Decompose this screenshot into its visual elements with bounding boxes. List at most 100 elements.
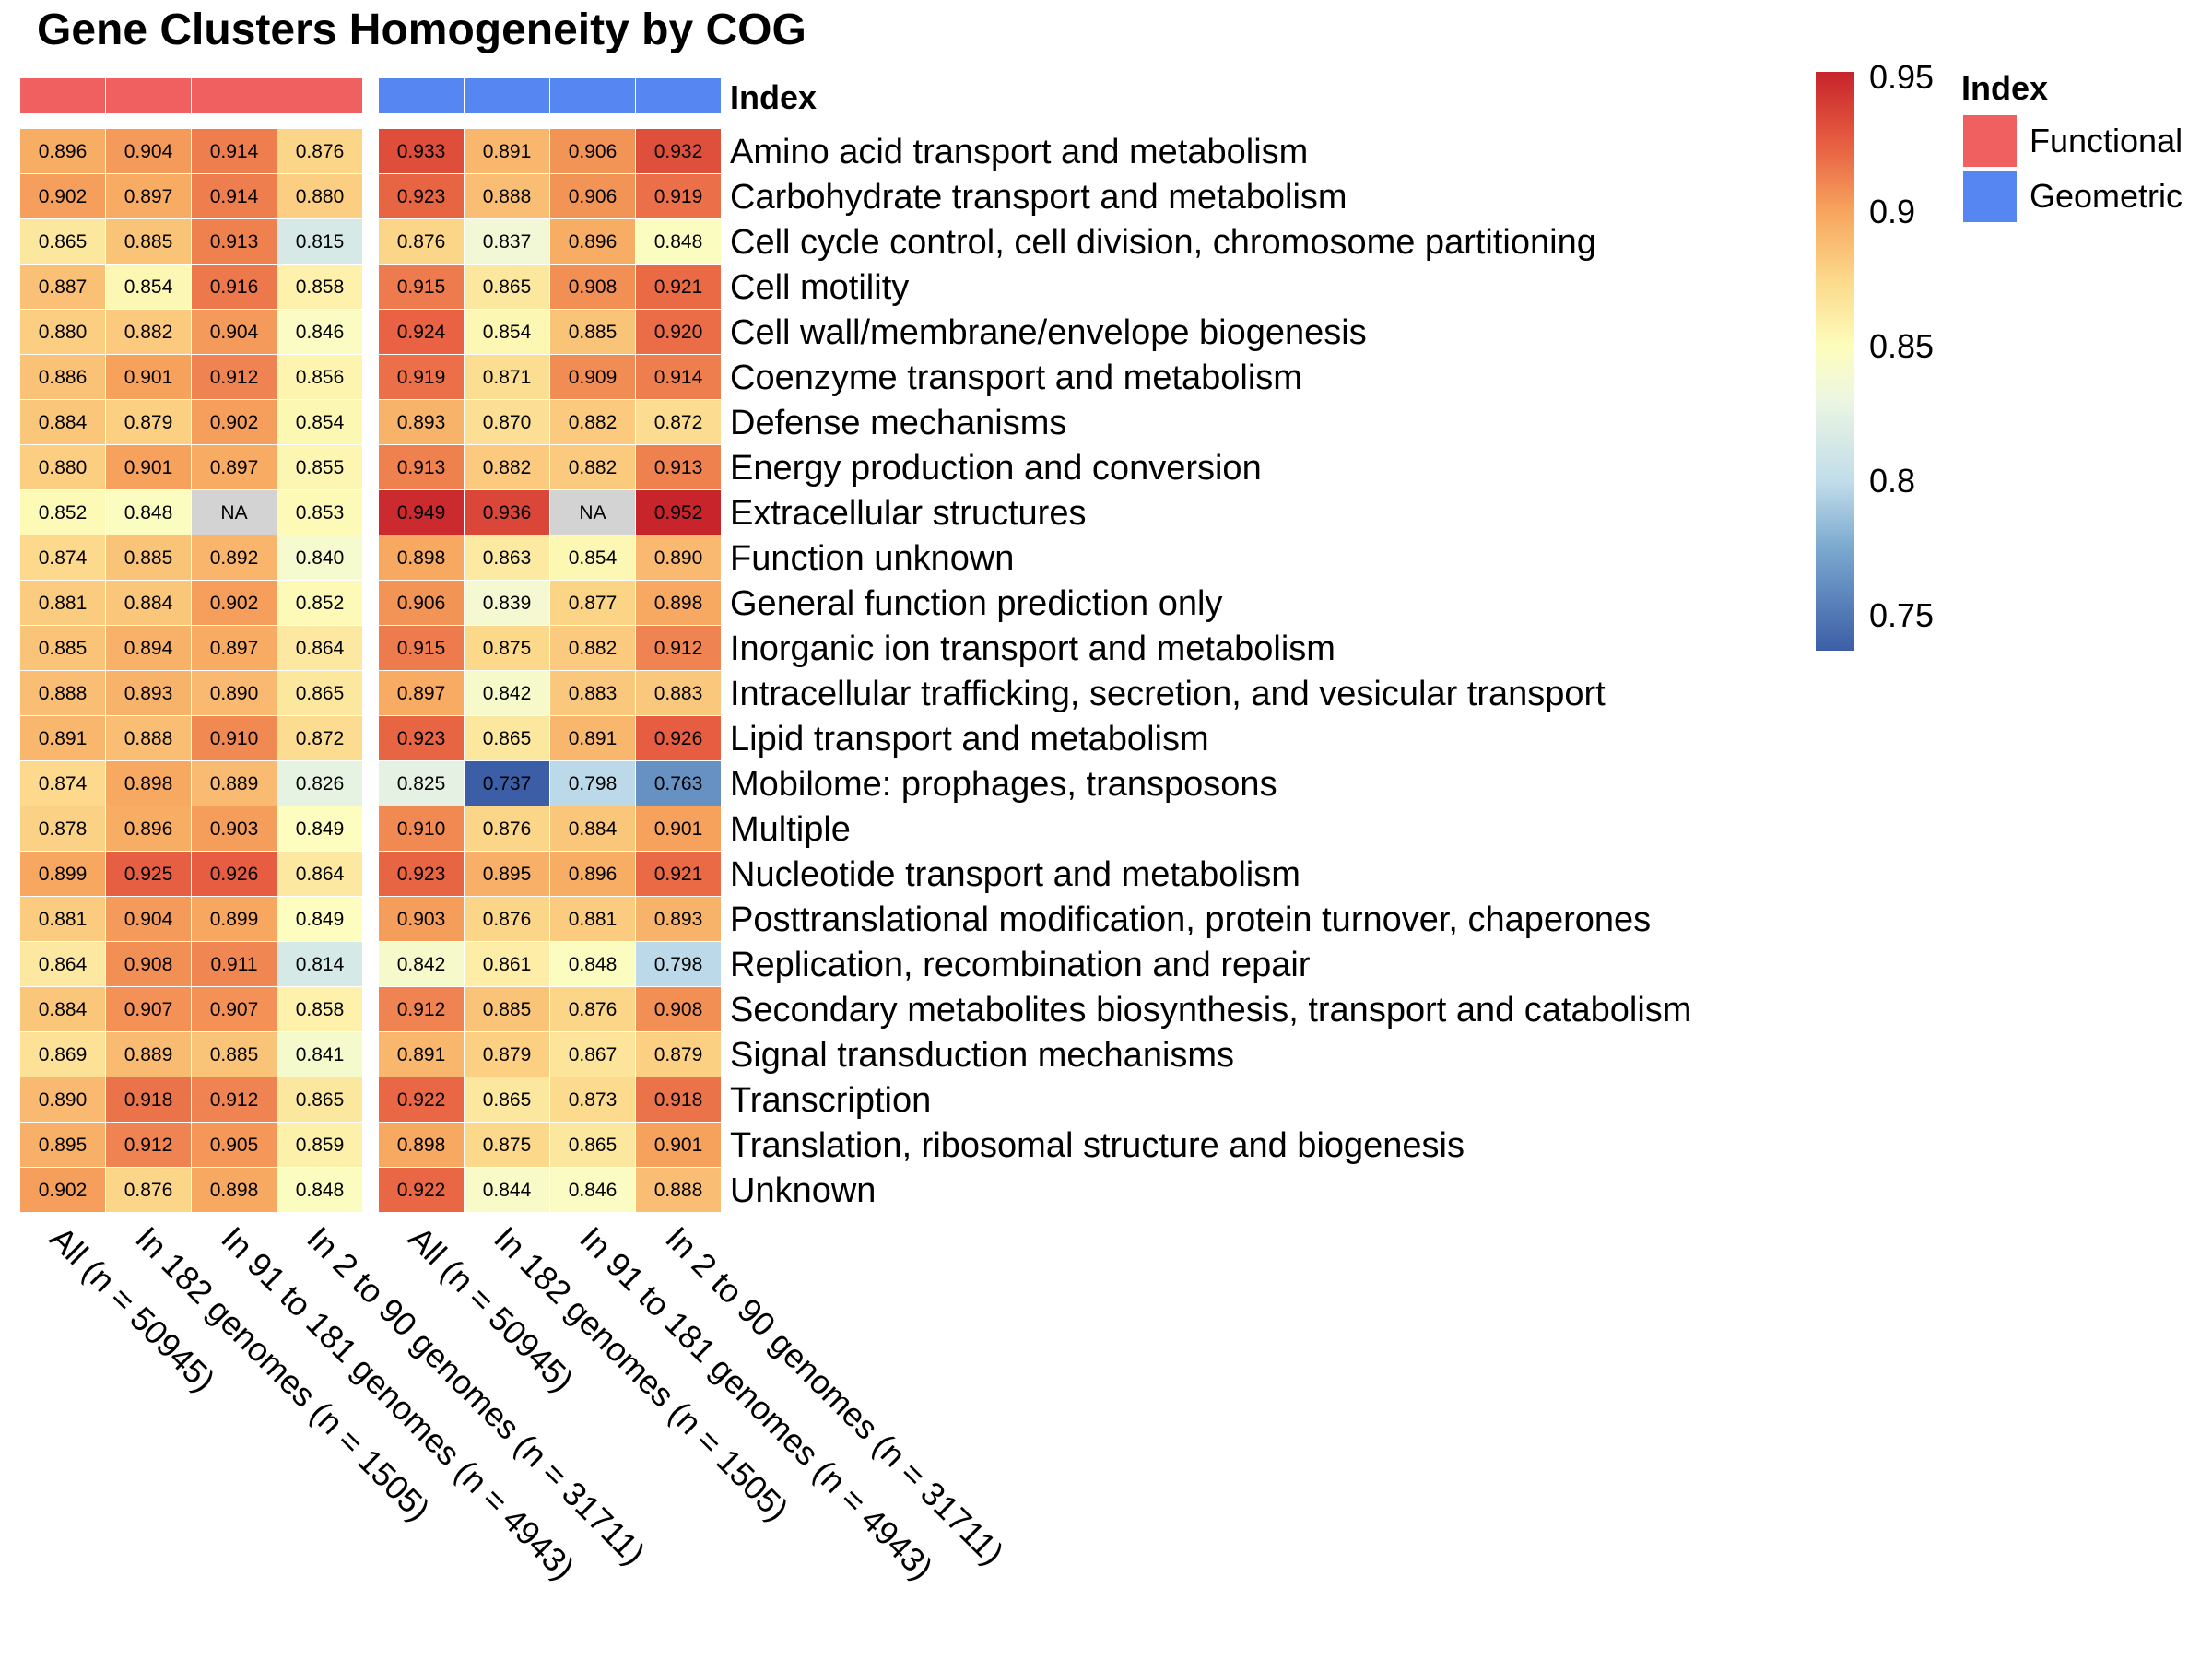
cell-value-label: 0.905: [210, 1135, 259, 1156]
cell-value-label: 0.910: [397, 818, 446, 840]
row-label: General function prediction only: [730, 584, 1222, 623]
heatmap-cell: [636, 671, 721, 715]
cell-value-label: 0.849: [296, 909, 345, 930]
color-scale-tick-label: 0.75: [1869, 596, 1934, 634]
heatmap-cell: [192, 265, 276, 309]
cell-value-label: 0.893: [654, 909, 703, 930]
cell-value-label: 0.881: [569, 909, 618, 930]
cell-value-label: 0.925: [124, 864, 173, 885]
heatmap-cell: [379, 310, 464, 354]
heatmap-cell: [192, 355, 276, 399]
index-legend-swatch: [1963, 115, 2017, 167]
heatmap-cell: [277, 852, 362, 896]
row-label: Cell wall/membrane/envelope biogenesis: [730, 313, 1367, 352]
heatmap-cell: [379, 1123, 464, 1167]
cell-value-label: 0.854: [483, 322, 532, 343]
heatmap-cell: [106, 852, 191, 896]
heatmap-cell: [192, 716, 276, 760]
cell-value-label: 0.879: [483, 1044, 532, 1065]
cell-value-label: 0.852: [39, 502, 88, 524]
cell-value-label: 0.842: [483, 683, 532, 704]
cell-value-label: 0.895: [483, 864, 532, 885]
cell-value-label: 0.876: [569, 999, 618, 1020]
heatmap-cell: [550, 265, 635, 309]
index-legend-label: Geometric: [2030, 177, 2183, 215]
cell-value-label: 0.897: [210, 457, 259, 478]
cell-value-label: 0.889: [210, 773, 259, 794]
cell-value-label: 0.888: [654, 1180, 703, 1201]
row-label: Energy production and conversion: [730, 449, 1262, 488]
annotation-cell-2: [106, 78, 191, 113]
cell-value-label: 0.849: [296, 818, 345, 840]
cell-value-label: 0.908: [569, 276, 618, 298]
heatmap-cell: [277, 535, 362, 580]
index-legend: Index Functional Geometric: [1961, 69, 2183, 222]
cell-value-label: 0.906: [569, 141, 618, 162]
heatmap-cell: [277, 445, 362, 489]
heatmap-cell: [20, 626, 105, 670]
cell-value-label: 0.873: [569, 1089, 618, 1111]
heatmap-cell: [379, 852, 464, 896]
heatmap-cell: [192, 852, 276, 896]
heatmap-cell: [550, 1077, 635, 1122]
heatmap-cell: [465, 129, 549, 173]
cell-value-label: 0.875: [483, 638, 532, 659]
cell-value-label: 0.919: [654, 186, 703, 207]
cell-value-label: 0.915: [397, 638, 446, 659]
cell-value-label: 0.910: [210, 728, 259, 749]
cell-value-label: 0.918: [124, 1089, 173, 1111]
cell-value-label: 0.882: [569, 457, 618, 478]
heatmap-cell: [106, 626, 191, 670]
cell-value-label: 0.933: [397, 141, 446, 162]
heatmap-cell: [550, 445, 635, 489]
cell-value-label: 0.893: [397, 412, 446, 433]
heatmap-cell: [379, 1077, 464, 1122]
row-label: Cell motility: [730, 268, 909, 307]
cell-value-label: 0.898: [654, 593, 703, 614]
heatmap-cells: 0.896 0.904 0.914 0.876 0.933 0.891 0.906 0.932…: [20, 129, 721, 1212]
cell-value-label: 0.763: [654, 773, 703, 794]
cell-value-label: 0.908: [124, 954, 173, 975]
cell-value-label: 0.865: [296, 683, 345, 704]
cell-value-label: 0.902: [210, 412, 259, 433]
heatmap-cell: [20, 716, 105, 760]
heatmap-cell: [636, 310, 721, 354]
cell-value-label: 0.854: [296, 412, 345, 433]
cell-value-label: 0.897: [397, 683, 446, 704]
cell-value-label: 0.876: [397, 231, 446, 253]
cell-value-label: 0.879: [124, 412, 173, 433]
cell-value-label: 0.923: [397, 864, 446, 885]
annotation-row-label: Index: [730, 78, 817, 116]
heatmap-cell: [20, 852, 105, 896]
heatmap-cell: [106, 355, 191, 399]
heatmap-cell: [550, 1168, 635, 1212]
row-label: Carbohydrate transport and metabolism: [730, 178, 1347, 217]
row-label: Defense mechanisms: [730, 404, 1066, 442]
heatmap-cell: [636, 355, 721, 399]
cell-value-label: 0.855: [296, 457, 345, 478]
heatmap-cell: [550, 716, 635, 760]
cell-value-label: 0.864: [296, 638, 345, 659]
row-label: Function unknown: [730, 539, 1014, 578]
cell-value-label: 0.888: [124, 728, 173, 749]
cell-value-label: 0.880: [39, 457, 88, 478]
color-scale-bar: [1816, 72, 1854, 651]
heatmap-cell: [192, 219, 276, 264]
cell-value-label: 0.906: [397, 593, 446, 614]
cell-value-label: 0.911: [211, 954, 258, 975]
heatmap-cell: [192, 445, 276, 489]
annotation-cell-5: [379, 78, 464, 113]
cell-value-label: 0.858: [296, 276, 345, 298]
heatmap-cell: [277, 129, 362, 173]
cell-value-label: 0.865: [39, 231, 88, 253]
cell-value-label: 0.877: [569, 593, 618, 614]
heatmap-cell: [550, 852, 635, 896]
heatmap-cell: [636, 129, 721, 173]
cell-value-label: 0.912: [210, 1089, 259, 1111]
heatmap-cell: [20, 535, 105, 580]
heatmap-cell: [636, 1123, 721, 1167]
cell-value-label: 0.921: [654, 864, 703, 885]
index-legend-title: Index: [1961, 69, 2048, 107]
cell-value-label: 0.814: [296, 954, 345, 975]
cell-value-label: 0.865: [483, 276, 532, 298]
